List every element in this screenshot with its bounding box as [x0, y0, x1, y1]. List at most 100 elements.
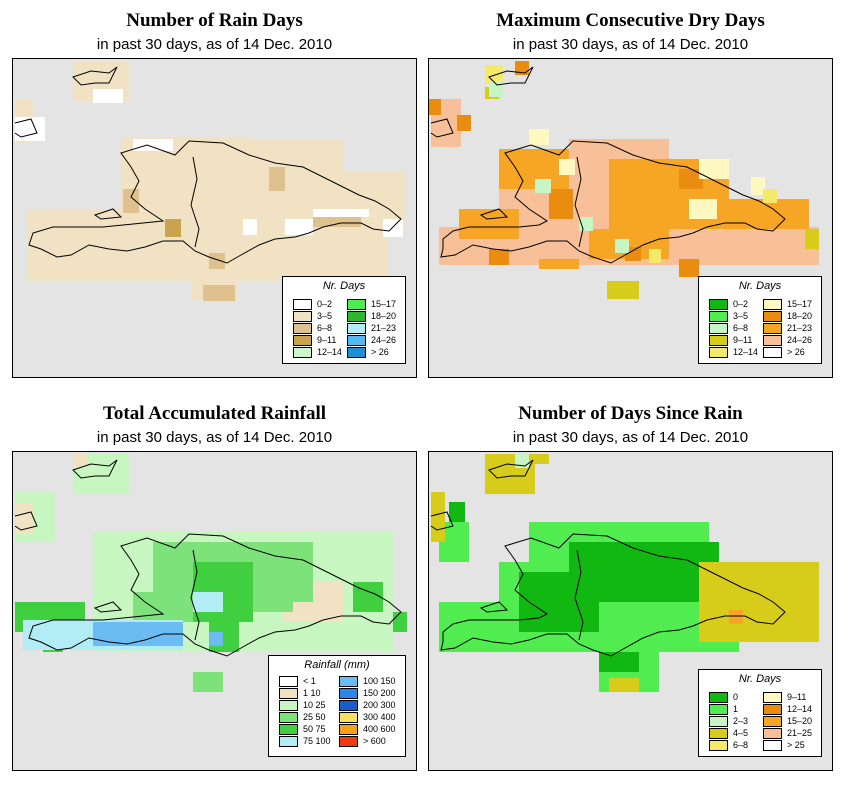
panel-subtitle: in past 30 days, as of 14 Dec. 2010 [96, 36, 333, 53]
legend-label: 1 10 [303, 688, 321, 698]
legend-label: 200 300 [363, 700, 396, 710]
legend-swatch [279, 736, 298, 747]
legend-title: Nr. Days [738, 280, 782, 292]
legend-label: 3–5 [733, 311, 749, 321]
legend-label: 9–11 [787, 692, 807, 702]
legend-label: 0–2 [317, 299, 333, 309]
legend-swatch [709, 728, 728, 739]
legend-label: 15–20 [787, 716, 813, 726]
legend-swatch [347, 335, 366, 346]
legend-swatch [709, 347, 728, 358]
legend-swatch [347, 323, 366, 334]
legend-label: 21–23 [787, 323, 813, 333]
legend-swatch [763, 740, 782, 751]
map-legend: Nr. Days 0–2 3–5 6–8 9–11 12–14 15–17 18… [282, 276, 406, 364]
legend-label: 21–25 [787, 728, 813, 738]
legend-label: 21–23 [371, 323, 397, 333]
legend-swatch [709, 335, 728, 346]
legend-swatch [279, 724, 298, 735]
legend-swatch [709, 311, 728, 322]
legend-swatch [763, 347, 782, 358]
legend-label: 12–14 [317, 347, 343, 357]
legend-label: 12–14 [787, 704, 813, 714]
legend-swatch [279, 688, 298, 699]
legend-swatch [339, 688, 358, 699]
legend-label: 9–11 [317, 335, 337, 345]
legend-label: 6–8 [733, 323, 749, 333]
legend-swatch [763, 299, 782, 310]
legend-swatch [293, 311, 312, 322]
legend-label: > 26 [371, 347, 389, 357]
legend-label: 100 150 [363, 676, 396, 686]
legend-label: > 25 [787, 740, 805, 750]
legend-swatch [709, 704, 728, 715]
panel-subtitle: in past 30 days, as of 14 Dec. 2010 [512, 36, 749, 53]
legend-swatch [339, 700, 358, 711]
map-legend: Rainfall (mm) < 1 1 10 10 25 25 50 50 75… [268, 655, 406, 757]
legend-label: 4–5 [733, 728, 749, 738]
legend-label: 400 600 [363, 724, 396, 734]
panel-title: Number of Rain Days [126, 10, 303, 31]
legend-label: > 26 [787, 347, 805, 357]
legend-label: 24–26 [787, 335, 813, 345]
map-total-rainfall [14, 454, 407, 692]
legend-label: 150 200 [363, 688, 396, 698]
legend-label: 3–5 [317, 311, 333, 321]
legend-label: 75 100 [303, 736, 331, 746]
map-days-since-rain [430, 454, 819, 692]
panel-subtitle: in past 30 days, as of 14 Dec. 2010 [512, 429, 749, 446]
legend-swatch [293, 299, 312, 310]
legend-label: 2–3 [733, 716, 749, 726]
legend-label: 0 [733, 692, 739, 702]
legend-swatch [279, 676, 298, 687]
legend-swatch [709, 716, 728, 727]
legend-swatch [709, 692, 728, 703]
map-frame [12, 451, 417, 771]
legend-title: Nr. Days [322, 280, 366, 292]
legend-swatch [763, 704, 782, 715]
legend-swatch [293, 347, 312, 358]
panel-rain-days: Number of Rain Days in past 30 days, as … [12, 0, 417, 380]
panel-title: Maximum Consecutive Dry Days [496, 10, 765, 31]
legend-label: 300 400 [363, 712, 396, 722]
legend-swatch [763, 692, 782, 703]
legend-label: 15–17 [371, 299, 397, 309]
panel-title: Number of Days Since Rain [518, 403, 743, 424]
legend-label: 1 [733, 704, 739, 714]
legend-swatch [709, 323, 728, 334]
map-legend: Nr. Days 0 1 2–3 4–5 6–8 9–11 12–14 15–2… [698, 669, 822, 757]
legend-swatch [293, 323, 312, 334]
legend-swatch [339, 712, 358, 723]
legend-title: Nr. Days [738, 673, 782, 685]
legend-label: 18–20 [787, 311, 813, 321]
legend-swatch [347, 347, 366, 358]
map-dry-days [429, 61, 819, 299]
legend-label: 10 25 [303, 700, 326, 710]
panel-total-rainfall: Total Accumulated Rainfall in past 30 da… [12, 393, 417, 773]
legend-swatch [347, 311, 366, 322]
map-frame [12, 58, 417, 378]
legend-label: 0–2 [733, 299, 749, 309]
legend-swatch [763, 728, 782, 739]
legend-label: 9–11 [733, 335, 753, 345]
legend-swatch [339, 676, 358, 687]
legend-swatch [763, 716, 782, 727]
legend-swatch [339, 724, 358, 735]
panel-days-since-rain: Number of Days Since Rain in past 30 day… [428, 393, 833, 773]
legend-swatch [339, 736, 358, 747]
legend-swatch [763, 323, 782, 334]
legend-label: < 1 [303, 676, 316, 686]
panel-title: Total Accumulated Rainfall [102, 403, 327, 424]
legend-swatch [279, 712, 298, 723]
legend-swatch [763, 311, 782, 322]
legend-label: 18–20 [371, 311, 397, 321]
legend-title: Rainfall (mm) [304, 659, 370, 671]
legend-label: 50 75 [303, 724, 326, 734]
legend-label: 6–8 [733, 740, 749, 750]
map-rain-days [14, 61, 405, 301]
legend-label: 6–8 [317, 323, 333, 333]
legend-label: 12–14 [733, 347, 759, 357]
map-legend: Nr. Days 0–2 3–5 6–8 9–11 12–14 15–17 18… [698, 276, 822, 364]
legend-swatch [293, 335, 312, 346]
legend-swatch [347, 299, 366, 310]
